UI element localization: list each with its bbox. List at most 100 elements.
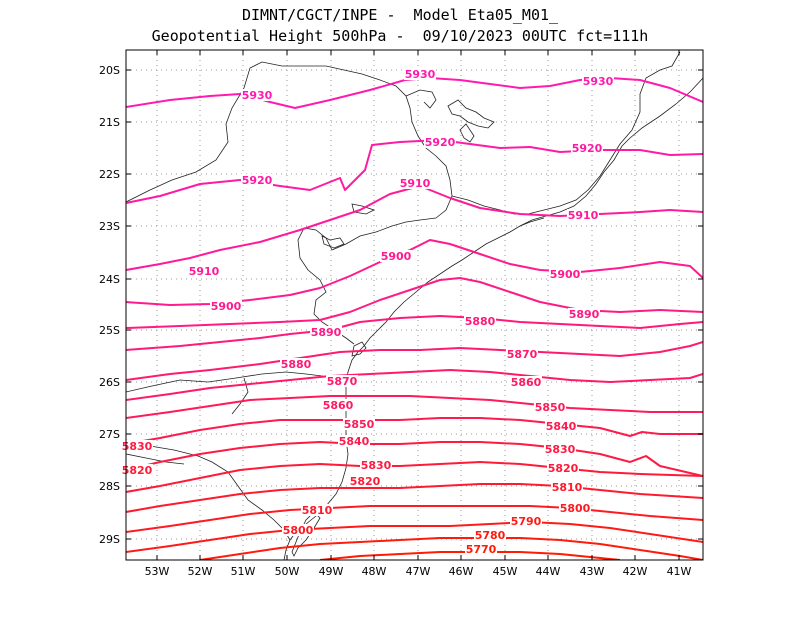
contour-label-5830: 5830 [122,440,153,453]
contour-label-bg [464,315,496,327]
state-border [331,217,437,251]
contour-line-5830 [126,441,703,477]
contour-line-5880 [126,315,703,351]
contour-label-bg [506,348,538,360]
lon-label: 43W [580,565,605,578]
contour-label-5900: 5900 [381,250,412,263]
contour-label-5910: 5910 [568,209,599,222]
contour-label-bg [188,265,220,277]
contour-label-bg [582,75,614,87]
geopotential-contours [126,77,703,560]
lon-label: 48W [362,565,387,578]
contour-label-bg [551,481,583,493]
lat-label: 26S [99,376,120,389]
contour-label-5860: 5860 [323,399,354,412]
contour-line-5820 [126,461,703,493]
contour-label-5830: 5830 [361,459,392,472]
lon-label: 47W [406,565,431,578]
lat-label: 27S [99,428,120,441]
lon-label: 44W [536,565,561,578]
contour-label-bg [549,268,581,280]
contour-label-bg [322,399,354,411]
contour-label-bg [465,543,497,555]
contour-label-5930: 5930 [242,89,273,102]
contour-label-bg [338,435,370,447]
contour-line-5920 [126,139,703,204]
contour-label-5920: 5920 [425,136,456,149]
map-title-line1: DIMNT/CGCT/INPE - Model Eta05_M01_ [241,6,559,24]
contour-label-5870: 5870 [507,348,538,361]
state-border [519,217,545,227]
contour-line-5840 [126,417,703,445]
coastline [283,77,703,560]
contour-label-bg [567,209,599,221]
contour-label-bg [544,443,576,455]
contour-label-5820: 5820 [548,462,579,475]
lat-label: 29S [99,533,120,546]
contour-label-bg [404,68,436,80]
contour-line-5790 [126,521,703,553]
contour-label-5840: 5840 [339,435,370,448]
contour-label-bg [474,529,506,541]
reservoir-outline [447,99,495,129]
lat-label: 28S [99,480,120,493]
contour-line-5810 [126,483,703,513]
lat-label: 24S [99,273,120,286]
contour-label-5810: 5810 [552,481,583,494]
contour-label-5880: 5880 [465,315,496,328]
lat-label: 22S [99,168,120,181]
lon-label: 41W [667,565,692,578]
bay-outline [351,203,376,215]
contour-label-5790: 5790 [511,515,542,528]
state-border [231,377,249,415]
contour-label-bg [301,504,333,516]
contour-label-bg [559,502,591,514]
map-title-line2: Geopotential Height 500hPa - 09/10/2023 … [151,27,649,45]
lat-label: 21S [99,116,120,129]
contour-label-5910: 5910 [400,177,431,190]
contour-label-bg [380,250,412,262]
state-border [126,61,453,219]
contour-label-bg [349,475,381,487]
lon-label: 42W [623,565,648,578]
contour-label-bg [280,358,312,370]
contour-label-bg [282,524,314,536]
contour-label-bg [241,89,273,101]
contour-label-bg [399,177,431,189]
contour-label-5800: 5800 [560,502,591,515]
contour-label-5820: 5820 [350,475,381,488]
contour-label-bg [121,464,153,476]
contour-label-bg [343,418,375,430]
lat-label: 25S [99,324,120,337]
coastline-borders [126,51,703,560]
state-border [405,89,437,109]
lon-label: 52W [188,565,213,578]
contour-line-5870 [126,341,703,381]
lon-label: 53W [145,565,170,578]
contour-label-5870: 5870 [327,375,358,388]
contour-label-bg [326,375,358,387]
contour-label-5920: 5920 [572,142,603,155]
lon-label: 51W [231,565,256,578]
contour-label-bg [547,462,579,474]
reservoir-outline [459,123,475,143]
contour-label-bg [510,376,542,388]
lat-label: 23S [99,220,120,233]
contour-label-bg [510,515,542,527]
contour-label-5800: 5800 [283,524,314,537]
contour-line-5910 [126,185,703,271]
contour-label-bg [121,440,153,452]
contour-labels: 5930 5930 5930 5920 5920 5920 5910 5910 5910 5900… [121,68,614,556]
bay-outline [351,341,367,357]
contour-label-5860: 5860 [511,376,542,389]
contour-label-bg [424,136,456,148]
state-border [126,453,185,465]
contour-label-5900: 5900 [211,300,242,313]
contour-label-5770: 5770 [466,543,497,556]
contour-label-bg [534,401,566,413]
contour-line-5780 [199,537,703,560]
contour-label-bg [310,326,342,338]
contour-line-5800 [126,505,703,533]
contour-label-5850: 5850 [344,418,375,431]
